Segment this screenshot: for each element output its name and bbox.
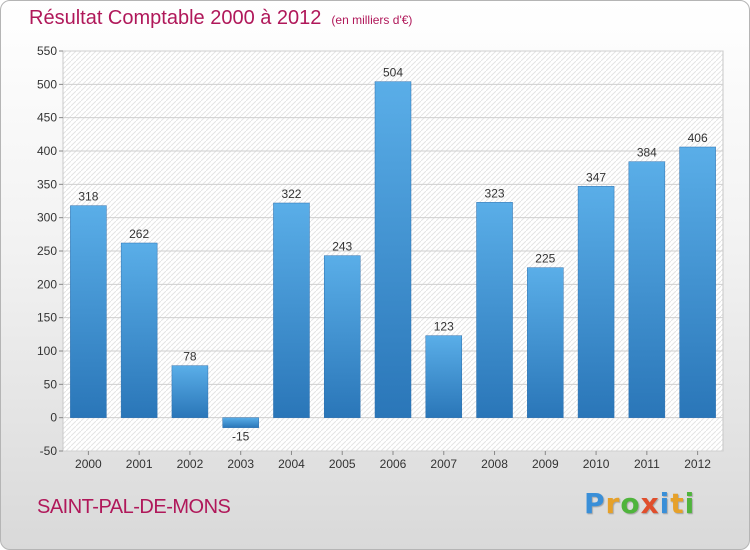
x-tick-label: 2010 xyxy=(583,457,610,471)
bar xyxy=(425,335,463,418)
bar xyxy=(476,202,513,418)
bar xyxy=(577,186,615,418)
y-tick-label: 350 xyxy=(37,177,57,191)
data-label: 384 xyxy=(637,146,657,160)
x-axis: 2000 2001 2002 2003 2004 2005 2006 2007 2008 2009… xyxy=(75,451,711,471)
data-labels: 318 262 78 -15 322 243 504 123 323 225 347 384 406 xyxy=(78,66,708,444)
y-tick-label: 100 xyxy=(37,344,57,358)
bar xyxy=(323,255,361,418)
x-tick-label: 2004 xyxy=(278,457,305,471)
data-label: 243 xyxy=(332,240,352,254)
data-label: 123 xyxy=(434,320,454,334)
y-tick-label: 450 xyxy=(37,111,57,125)
chart-title: Résultat Comptable 2000 à 2012 (en millie… xyxy=(29,7,412,30)
data-label: 347 xyxy=(586,170,606,184)
x-tick-label: 2008 xyxy=(481,457,508,471)
data-label: 323 xyxy=(485,186,505,200)
x-tick-label: 2006 xyxy=(380,457,407,471)
x-tick-label: 2001 xyxy=(126,457,153,471)
y-tick-label: 0 xyxy=(50,411,57,425)
y-tick-label: -50 xyxy=(40,444,58,458)
bar xyxy=(70,205,107,418)
bar xyxy=(171,365,209,418)
y-tick-label: 150 xyxy=(37,311,57,325)
x-tick-label: 2009 xyxy=(532,457,559,471)
bar xyxy=(628,161,666,418)
y-tick-label: 200 xyxy=(37,277,57,291)
y-tick-label: 250 xyxy=(37,244,57,258)
x-tick-label: 2005 xyxy=(329,457,356,471)
data-label: 406 xyxy=(688,131,708,145)
x-tick-label: 2003 xyxy=(227,457,254,471)
bar xyxy=(120,242,158,418)
y-tick-label: 50 xyxy=(44,377,58,391)
y-tick-label: 300 xyxy=(37,211,57,225)
data-label: 504 xyxy=(383,66,403,80)
x-tick-label: 2011 xyxy=(634,457,660,471)
x-tick-label: 2002 xyxy=(177,457,204,471)
data-label: 322 xyxy=(281,187,301,201)
x-tick-label: 2007 xyxy=(430,457,457,471)
data-label: 318 xyxy=(78,190,98,204)
chart-title-text: Résultat Comptable 2000 à 2012 xyxy=(29,7,322,29)
bar xyxy=(374,81,412,418)
commune-name: SAINT-PAL-DE-MONS xyxy=(37,496,231,518)
data-label: 225 xyxy=(535,252,555,266)
bars xyxy=(70,81,716,428)
bar xyxy=(527,267,564,418)
bar xyxy=(273,202,310,418)
bar xyxy=(679,146,716,418)
data-label: 262 xyxy=(129,227,149,241)
y-tick-label: 550 xyxy=(37,44,57,58)
y-tick-label: 400 xyxy=(37,144,57,158)
proxiti-logo: Proxiti xyxy=(584,487,696,520)
chart-unit: (en milliers d'€) xyxy=(331,13,413,27)
y-axis: -50 0 50 100 150 200 250 300 350 400 450 500 550 xyxy=(37,44,63,458)
bar xyxy=(222,417,259,428)
data-label: -15 xyxy=(232,430,250,444)
x-tick-label: 2012 xyxy=(684,457,711,471)
y-tick-label: 500 xyxy=(37,77,57,91)
x-tick-label: 2000 xyxy=(75,457,102,471)
data-label: 78 xyxy=(183,350,197,364)
